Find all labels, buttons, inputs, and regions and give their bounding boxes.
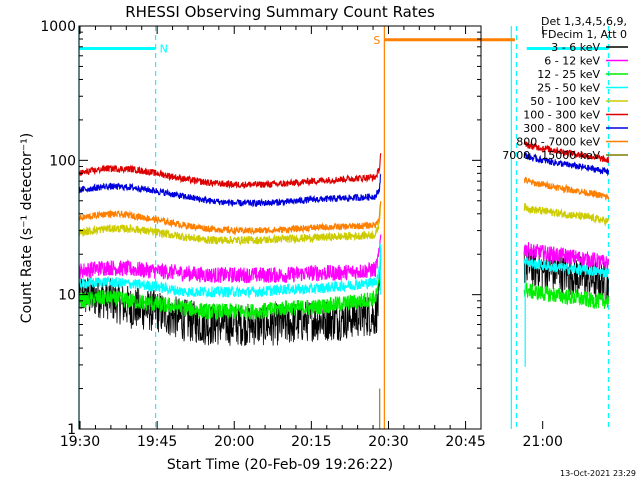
axes: 19:30 19:45 20:00 20:15 20:30 20:45 21:00 1 10 10… bbox=[40, 19, 563, 450]
legend-label-25-50-kev: 25 - 50 keV bbox=[537, 82, 600, 95]
x-tick-label-20-00: 20:00 bbox=[214, 434, 254, 450]
x-tick-label-19-45: 19:45 bbox=[137, 434, 177, 450]
series-25-50-kev-segment-1 bbox=[78, 247, 382, 299]
legend-label-800-7000-kev: 800 - 7000 keV bbox=[516, 136, 600, 149]
y-axis-label: Count Rate (s⁻¹ detector⁻¹) bbox=[19, 133, 35, 323]
series-800-7000-kev-segment-1 bbox=[78, 201, 382, 236]
series-25-50-kev-segment-2 bbox=[523, 257, 610, 278]
y-tick-label-1: 1 bbox=[67, 422, 76, 438]
y-tick-label-1000: 1000 bbox=[40, 19, 76, 35]
legend-label-50-100-kev: 50 - 100 keV bbox=[530, 95, 600, 108]
series-12-25-kev-segment-1 bbox=[78, 255, 382, 320]
y-tick-label-10: 10 bbox=[58, 288, 76, 304]
legend-label-300-800-kev: 300 - 800 keV bbox=[523, 122, 600, 135]
series-300-800-kev-segment-2 bbox=[523, 151, 610, 177]
legend-label-12-25-kev: 12 - 25 keV bbox=[537, 68, 600, 81]
legend-label-3-6-kev: 3 - 6 keV bbox=[551, 41, 600, 54]
series-50-100-kev-segment-1 bbox=[78, 200, 382, 246]
flag-bars: NS bbox=[79, 34, 609, 55]
legend: Det 1,3,4,5,6,9,FDecim 1, Att 03 - 6 keV… bbox=[502, 15, 628, 162]
x-axis-label: Start Time (20-Feb-09 19:26:22) bbox=[167, 457, 393, 473]
series-50-100-kev-segment-2 bbox=[523, 203, 610, 227]
series-6-12-kev-segment-2 bbox=[523, 242, 610, 271]
series-12-25-kev-segment-2 bbox=[523, 282, 610, 309]
series-3-6-kev-segment-2 bbox=[523, 245, 609, 305]
footer-date: 13-Oct-2021 23:29 bbox=[560, 469, 636, 478]
series-800-7000-kev-segment-2 bbox=[523, 176, 610, 201]
flag-label-n: N bbox=[160, 42, 168, 55]
chart-title: RHESSI Observing Summary Count Rates bbox=[125, 3, 435, 21]
x-tick-label-20-45: 20:45 bbox=[445, 434, 485, 450]
x-tick-label-21-00: 21:00 bbox=[523, 434, 563, 450]
x-tick-label-20-30: 20:30 bbox=[368, 434, 408, 450]
x-tick-label-19-30: 19:30 bbox=[60, 434, 100, 450]
legend-header-line: FDecim 1, Att 0 bbox=[542, 28, 627, 41]
y-tick-label-100: 100 bbox=[49, 153, 76, 169]
series-300-800-kev-segment-1 bbox=[78, 173, 382, 208]
series-lines bbox=[78, 140, 610, 429]
series-100-300-kev-segment-1 bbox=[78, 153, 382, 190]
flag-label-s: S bbox=[373, 34, 380, 47]
plot-frame bbox=[78, 25, 482, 430]
legend-label-100-300-kev: 100 - 300 keV bbox=[523, 109, 600, 122]
x-tick-label-20-15: 20:15 bbox=[291, 434, 331, 450]
series-100-300-kev-segment-2 bbox=[523, 140, 610, 163]
series-6-12-kev-segment-1 bbox=[78, 234, 382, 284]
legend-label-6-12-kev: 6 - 12 keV bbox=[544, 55, 600, 68]
legend-label-7000-15000-kev: 7000 - 15000 keV bbox=[502, 149, 600, 162]
legend-header-line: Det 1,3,4,5,6,9, bbox=[541, 15, 627, 28]
